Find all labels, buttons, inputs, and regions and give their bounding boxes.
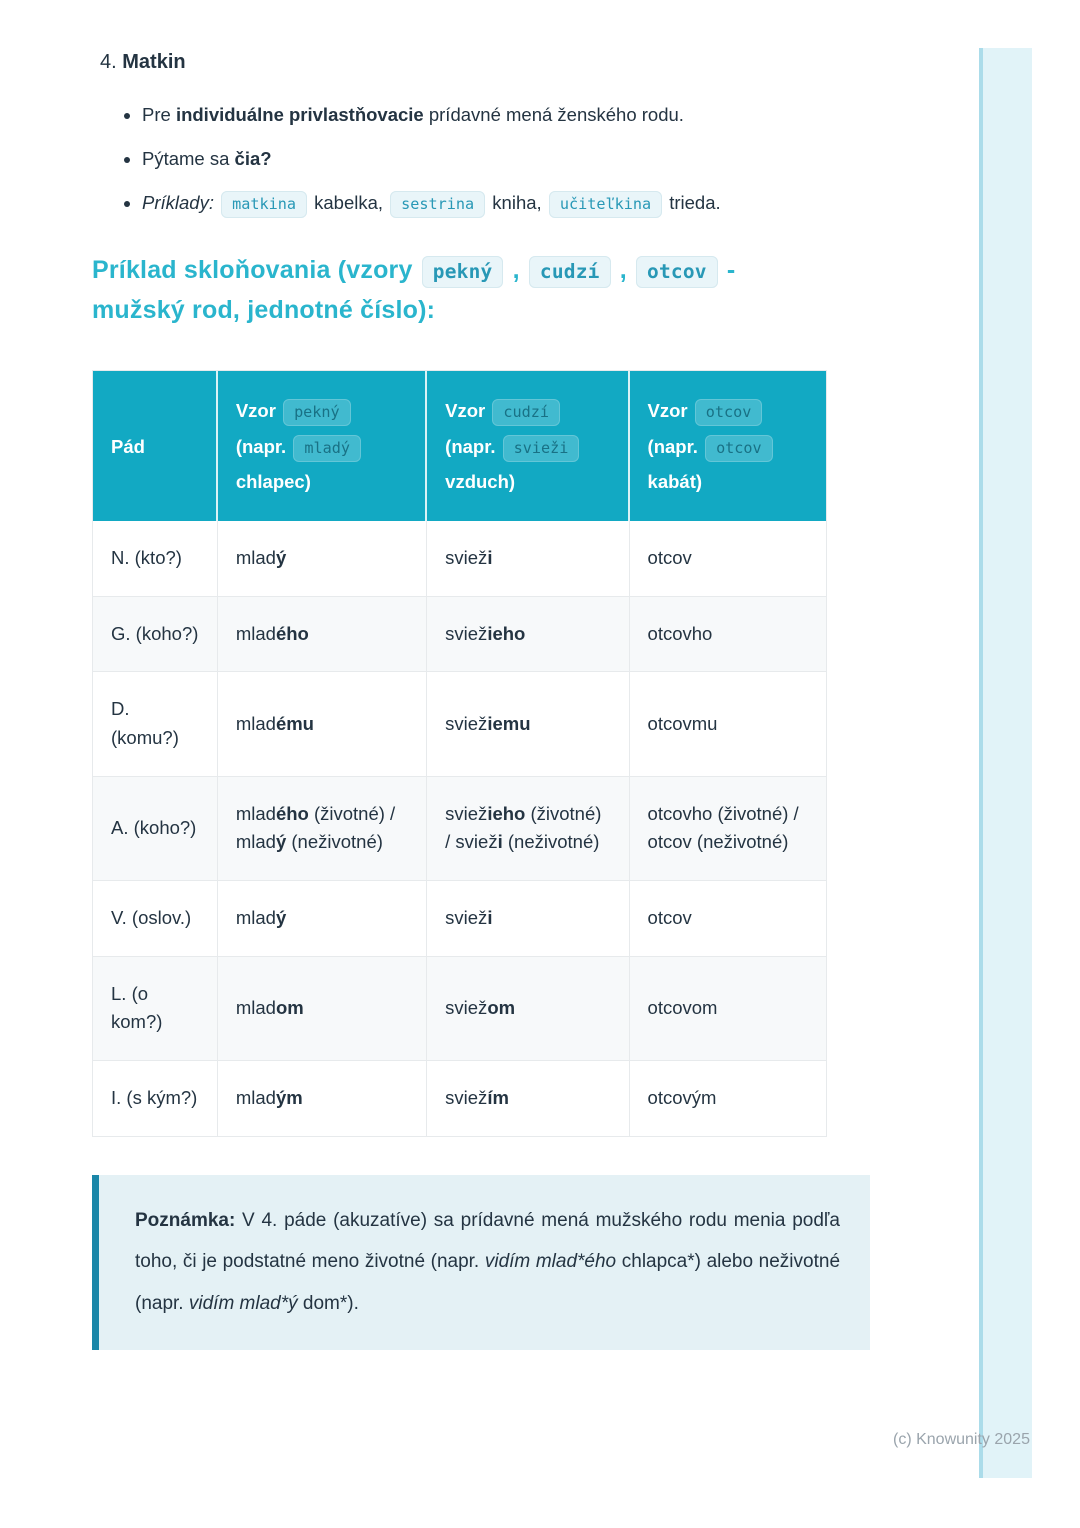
- table-head: Pád Vzor pekný (napr. mladý chlapec) Vzor …: [93, 371, 826, 521]
- case-label-cell: L. (o kom?): [93, 956, 218, 1061]
- declension-table-wrapper: Pád Vzor pekný (napr. mladý chlapec) Vzor …: [92, 370, 827, 1137]
- table-row: A. (koho?) mladého (životné) / mladý (než…: [93, 776, 826, 881]
- table-header-row: Pád Vzor pekný (napr. mladý chlapec) Vzor …: [93, 371, 826, 521]
- code-chip: otcov: [705, 434, 773, 462]
- section-title: 4. Matkin: [92, 48, 870, 76]
- declension-cell: otcovho: [629, 596, 826, 673]
- case-label-cell: V. (oslov.): [93, 880, 218, 957]
- code-chip: sestrina: [390, 190, 486, 218]
- declension-cell: sviežiemu: [427, 672, 630, 777]
- table-row: D. (komu?) mladému sviežiemu otcovmu: [93, 672, 826, 777]
- table-header-cell: Vzor otcov (napr. otcov kabát): [629, 371, 826, 521]
- table-row: I. (s kým?) mladým sviežím otcovým: [93, 1060, 826, 1136]
- declension-cell: mladý: [217, 880, 428, 957]
- bullet-list: Pre individuálne privlastňovacie prídavn…: [92, 102, 870, 218]
- declension-cell: mladému: [217, 672, 428, 777]
- declension-cell: mladý: [217, 520, 428, 597]
- declension-table: Pád Vzor pekný (napr. mladý chlapec) Vzor …: [93, 371, 826, 1136]
- table-header-cell: Pád: [93, 371, 218, 521]
- bullet-item: Pýtame sa čia?: [142, 146, 870, 173]
- declension-cell: sviežieho (životné) / svieži (neživotné): [427, 776, 630, 881]
- bullet-item: Príklady: matkina kabelka, sestrina knih…: [142, 190, 870, 218]
- code-chip: otcov: [636, 256, 718, 289]
- code-chip: cudzí: [492, 399, 561, 427]
- table-row: L. (o kom?) mladom sviežom otcovom: [93, 956, 826, 1061]
- declension-cell: svieži: [427, 880, 630, 957]
- code-chip: otcov: [694, 399, 763, 427]
- note-box: Poznámka: V 4. páde (akuzatíve) sa prída…: [92, 1174, 870, 1350]
- table-row: N. (kto?) mladý svieži otcov: [93, 520, 826, 597]
- section-number: 4.: [100, 51, 117, 73]
- code-chip: matkina: [221, 190, 307, 218]
- declension-cell: sviežom: [427, 956, 630, 1061]
- declension-cell: otcovho (životné) / otcov (neživotné): [629, 776, 826, 881]
- case-label-cell: G. (koho?): [93, 596, 218, 673]
- code-chip: cudzí: [528, 256, 611, 289]
- declension-cell: otcovom: [629, 956, 826, 1061]
- code-chip: svieži: [502, 434, 580, 462]
- declension-cell: mladým: [217, 1060, 428, 1136]
- table-row: V. (oslov.) mladý svieži otcov: [93, 880, 826, 957]
- case-label-cell: A. (koho?): [93, 776, 218, 881]
- declension-cell: svieži: [427, 520, 630, 597]
- case-label-cell: D. (komu?): [93, 672, 218, 777]
- declension-cell: sviežieho: [427, 596, 630, 673]
- declension-cell: otcovým: [629, 1060, 826, 1136]
- case-label-cell: I. (s kým?): [93, 1060, 218, 1136]
- code-chip: mladý: [293, 434, 361, 462]
- case-label-cell: N. (kto?): [93, 520, 218, 597]
- code-chip: pekný: [421, 256, 504, 289]
- table-body: N. (kto?) mladý svieži otcov G. (koho?) mladé…: [93, 520, 826, 1136]
- table-header-cell: Vzor cudzí (napr. svieži vzduch): [427, 371, 630, 521]
- declension-cell: otcovmu: [629, 672, 826, 777]
- page-content: 4. Matkin Pre individuálne privlastňovac…: [92, 48, 870, 1350]
- section-name: Matkin: [122, 51, 186, 73]
- code-chip: učiteľkina: [548, 190, 663, 218]
- declension-cell: mladého: [217, 596, 428, 673]
- copyright-watermark: (c) Knowunity 2025: [893, 1431, 1030, 1448]
- code-chip: pekný: [283, 399, 351, 427]
- table-header-cell: Vzor pekný (napr. mladý chlapec): [217, 371, 428, 521]
- table-row: G. (koho?) mladého sviežieho otcovho: [93, 596, 826, 673]
- bullet-item: Pre individuálne privlastňovacie prídavn…: [142, 102, 870, 129]
- declension-cell: mladého (životné) / mladý (neživotné): [217, 776, 428, 881]
- declension-cell: otcov: [629, 880, 826, 957]
- declension-cell: sviežím: [427, 1060, 630, 1136]
- declension-cell: mladom: [217, 956, 428, 1061]
- page-side-highlight-bar: [979, 48, 1032, 1478]
- declension-cell: otcov: [629, 520, 826, 597]
- declension-heading: Príklad skloňovania (vzory pekný , cudzí…: [92, 256, 736, 325]
